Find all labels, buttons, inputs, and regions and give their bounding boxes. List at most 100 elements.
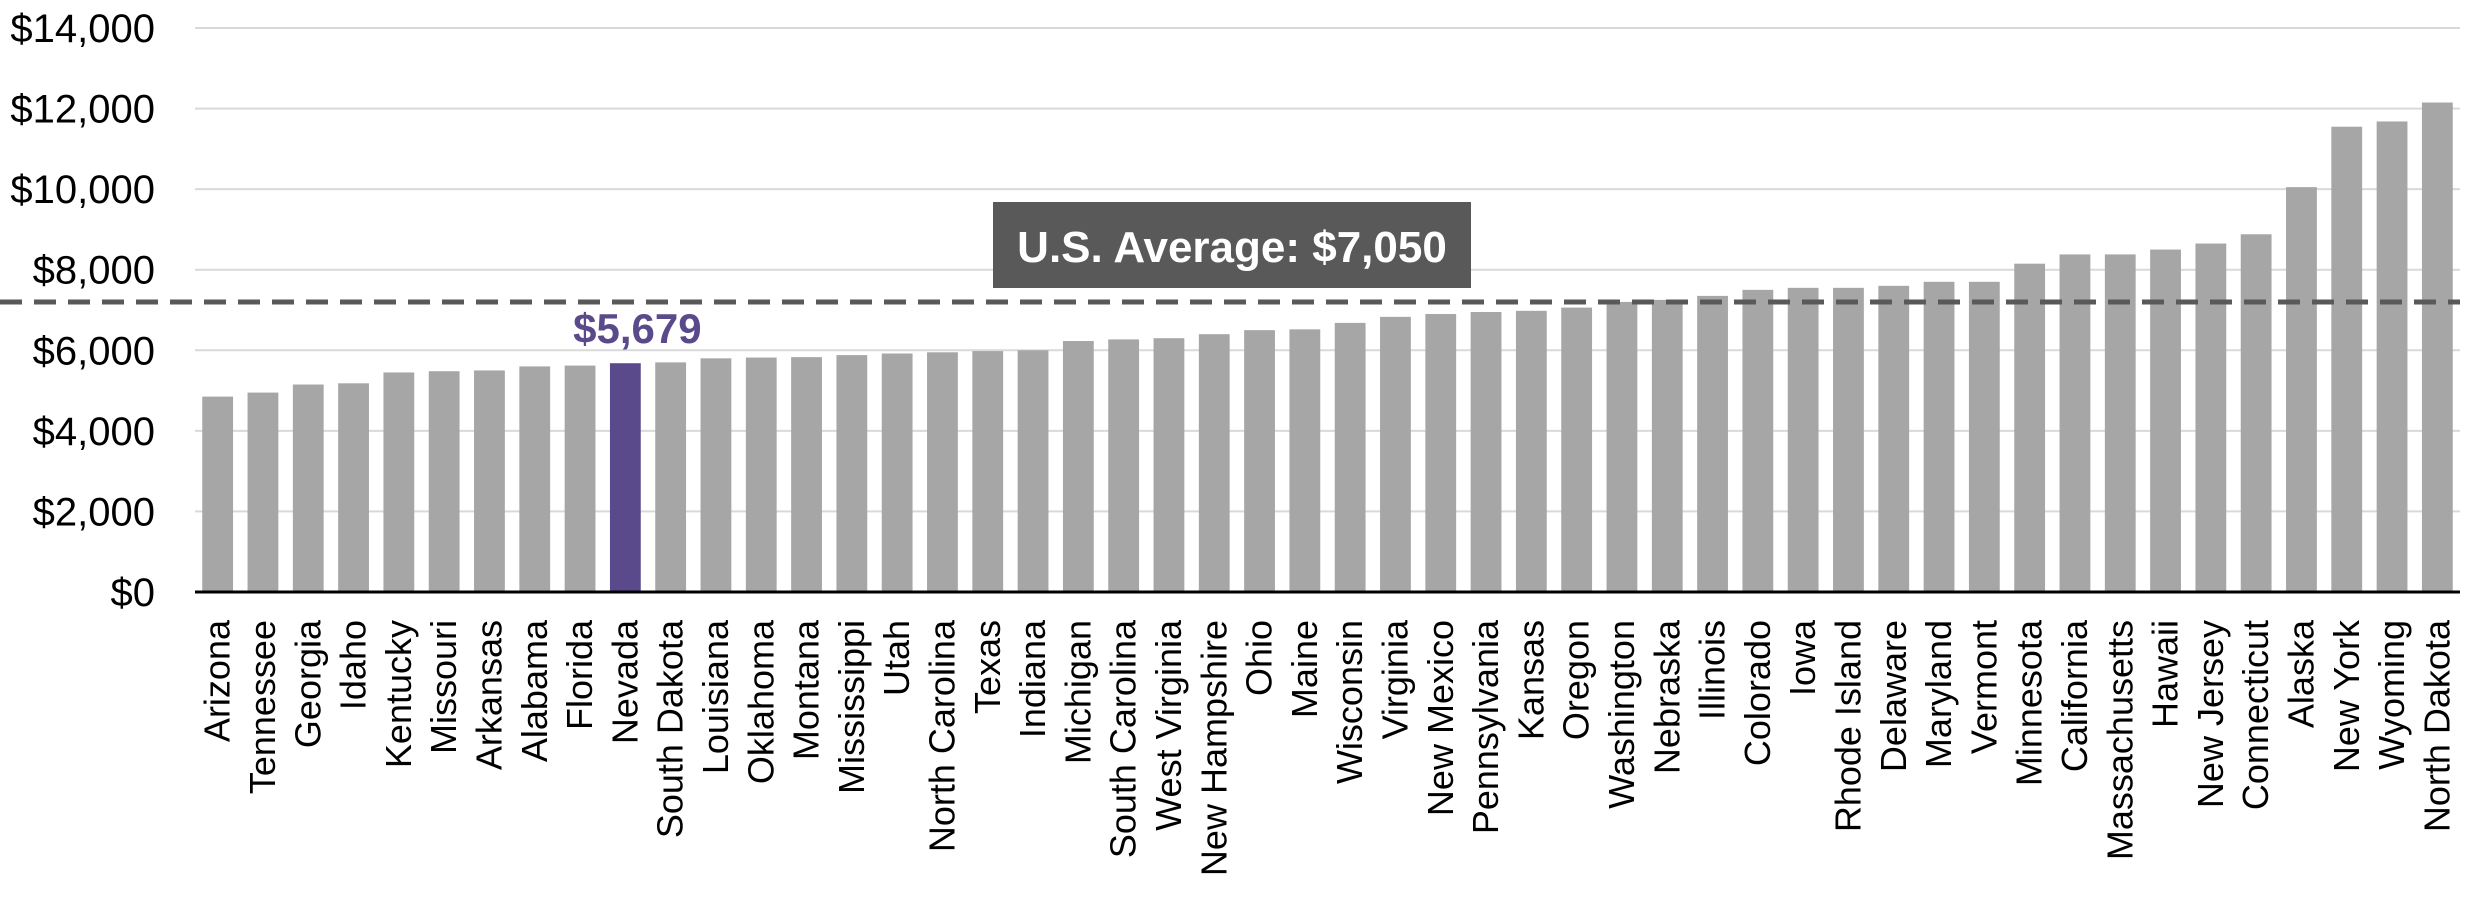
x-tick-label: Massachusetts	[2099, 620, 2140, 860]
bar-new-york	[2331, 126, 2363, 592]
x-tick-label: Minnesota	[2009, 619, 2050, 786]
x-tick-label: Michigan	[1057, 620, 1098, 764]
x-tick-label: Connecticut	[2235, 620, 2276, 810]
y-tick-label: $0	[111, 571, 156, 615]
bar-louisiana	[700, 358, 732, 592]
x-tick-label: New Mexico	[1420, 620, 1461, 816]
x-tick-label: New Hampshire	[1193, 620, 1234, 876]
bar-arizona	[202, 396, 234, 592]
bar-maryland	[1923, 281, 1955, 592]
bar-michigan	[1062, 341, 1094, 592]
x-tick-label: Mississippi	[831, 620, 872, 794]
bar-new-mexico	[1425, 314, 1457, 592]
x-tick-label: West Virginia	[1148, 619, 1189, 831]
x-tick-label: Maryland	[1918, 620, 1959, 768]
bar-nevada	[609, 363, 641, 592]
x-tick-label: Alabama	[514, 619, 555, 762]
y-tick-label: $10,000	[10, 168, 155, 212]
x-tick-label: Louisiana	[695, 619, 736, 774]
highlight-value-label: $5,679	[573, 305, 701, 352]
x-tick-label: New Jersey	[2190, 620, 2231, 808]
bar-oklahoma	[745, 357, 777, 592]
x-tick-label: Kentucky	[378, 620, 419, 768]
us-average-box	[993, 202, 1471, 288]
bar-alaska	[2286, 187, 2317, 592]
y-tick-label: $2,000	[33, 490, 155, 534]
x-tick-label: Wisconsin	[1329, 620, 1370, 784]
x-tick-label: Oklahoma	[740, 619, 781, 784]
x-tick-label: Wyoming	[2371, 620, 2412, 770]
x-tick-label: Virginia	[1374, 619, 1415, 739]
bar-wisconsin	[1334, 322, 1366, 592]
x-tick-label: Arkansas	[468, 620, 509, 770]
x-tick-label: Rhode Island	[1827, 620, 1868, 832]
bar-texas	[972, 351, 1004, 592]
bar-georgia	[292, 384, 324, 592]
bar-south-dakota	[655, 362, 687, 592]
x-tick-label: Kansas	[1510, 620, 1551, 740]
x-tick-label: Tennessee	[242, 620, 283, 794]
y-tick-label: $14,000	[10, 7, 155, 51]
bar-california	[2059, 254, 2091, 593]
bar-kansas	[1515, 310, 1547, 592]
us-average-callout: U.S. Average: $7,050	[993, 202, 1471, 288]
bar-missouri	[428, 371, 460, 592]
x-tick-label: Pennsylvania	[1465, 619, 1506, 834]
y-tick-label: $8,000	[33, 249, 155, 293]
bar-pennsylvania	[1470, 312, 1502, 592]
y-tick-label: $12,000	[10, 88, 155, 132]
x-tick-label: South Dakota	[650, 619, 691, 838]
bar-massachusetts	[2104, 254, 2136, 593]
bar-virginia	[1380, 316, 1411, 592]
x-tick-label: Ohio	[1239, 620, 1280, 696]
x-tick-label: Washington	[1601, 620, 1642, 809]
x-tick-label: New York	[2326, 619, 2367, 772]
x-tick-label: Nebraska	[1646, 619, 1687, 774]
x-tick-label: Missouri	[423, 620, 464, 754]
y-tick-label: $6,000	[33, 329, 155, 373]
bar-maine	[1289, 329, 1321, 592]
x-tick-label: Colorado	[1737, 620, 1778, 766]
bar-new-jersey	[2195, 243, 2227, 592]
bar-alabama	[519, 366, 551, 592]
bar-colorado	[1742, 289, 1774, 592]
bar-illinois	[1697, 295, 1728, 592]
x-tick-label: South Carolina	[1103, 619, 1144, 858]
x-tick-label: Texas	[967, 620, 1008, 714]
bar-florida	[564, 365, 596, 592]
bar-idaho	[338, 383, 369, 592]
bar-connecticut	[2240, 234, 2272, 592]
bar-new-hampshire	[1198, 334, 1230, 592]
x-tick-label: Vermont	[1963, 620, 2004, 754]
x-tick-label: Georgia	[287, 619, 328, 748]
x-tick-label: North Carolina	[921, 619, 962, 852]
bar-kentucky	[383, 372, 415, 592]
bar-north-dakota	[2421, 102, 2453, 593]
bars	[202, 102, 2453, 593]
bar-ohio	[1244, 330, 1275, 592]
x-tick-label: Montana	[786, 619, 827, 760]
bar-vermont	[1968, 281, 2000, 592]
bar-oregon	[1561, 307, 1593, 592]
y-axis-tick-labels: $0 $2,000 $4,000 $6,000 $8,000 $10,000 $12,000…	[10, 7, 155, 615]
bar-montana	[791, 357, 822, 592]
x-tick-label: Illinois	[1692, 620, 1733, 720]
bar-north-carolina	[927, 352, 958, 592]
x-tick-label: Hawaii	[2145, 620, 2186, 728]
x-axis-tick-labels: Arizona Tennessee Georgia Idaho Kentucky Miss…	[197, 619, 2458, 876]
x-tick-label: Florida	[559, 619, 600, 730]
x-tick-label: Maine	[1284, 620, 1325, 718]
x-tick-label: Arizona	[197, 619, 238, 742]
x-tick-label: North Dakota	[2416, 619, 2457, 832]
y-tick-label: $4,000	[33, 410, 155, 454]
bar-utah	[881, 353, 913, 592]
x-tick-label: Nevada	[604, 619, 645, 744]
bar-nebraska	[1651, 299, 1683, 592]
bar-mississippi	[836, 355, 868, 592]
bar-south-carolina	[1108, 339, 1140, 592]
x-tick-label: Oregon	[1556, 620, 1597, 740]
x-tick-label: Alaska	[2280, 619, 2321, 728]
x-tick-label: Indiana	[1012, 619, 1053, 738]
bar-wyoming	[2376, 121, 2408, 592]
bar-iowa	[1787, 287, 1819, 592]
